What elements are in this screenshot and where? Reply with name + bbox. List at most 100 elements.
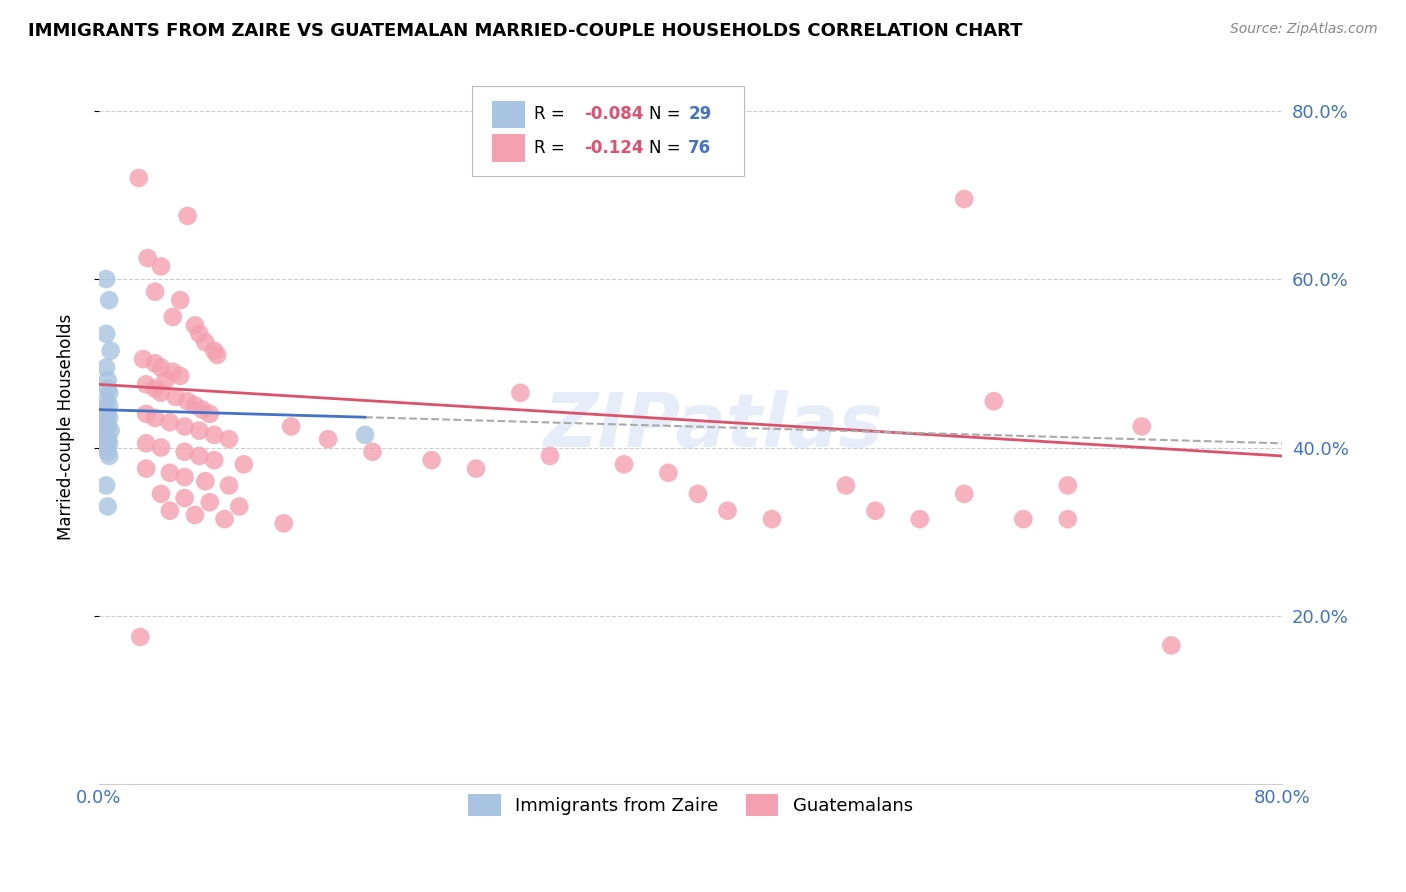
Point — [184, 399, 207, 413]
Point — [953, 192, 976, 206]
Point — [96, 394, 118, 409]
Point — [205, 348, 228, 362]
Point — [135, 461, 157, 475]
Point — [361, 444, 384, 458]
Point — [194, 474, 217, 488]
Point — [136, 251, 159, 265]
Point — [165, 390, 187, 404]
Point — [97, 444, 120, 458]
Bar — [492, 101, 524, 128]
Point — [97, 373, 120, 387]
Point — [149, 260, 172, 274]
Point — [173, 444, 195, 458]
Point — [228, 500, 250, 514]
Point — [908, 512, 931, 526]
Point — [173, 470, 195, 484]
Point — [135, 436, 157, 450]
Point — [194, 335, 217, 350]
Point — [214, 512, 236, 526]
Point — [176, 394, 198, 409]
Point — [100, 424, 122, 438]
Point — [98, 449, 121, 463]
Point — [96, 360, 118, 375]
Point — [173, 491, 195, 505]
Point — [149, 441, 172, 455]
Point — [176, 209, 198, 223]
Point — [96, 478, 118, 492]
Point — [983, 394, 1005, 409]
Point — [98, 436, 121, 450]
Point — [96, 415, 118, 429]
Point — [613, 458, 636, 472]
Text: 29: 29 — [688, 105, 711, 123]
Point — [953, 487, 976, 501]
Point — [98, 399, 121, 413]
Point — [98, 411, 121, 425]
Point — [188, 449, 211, 463]
Text: -0.124: -0.124 — [583, 139, 644, 157]
Point — [93, 441, 115, 455]
Point — [96, 407, 118, 421]
Point — [129, 630, 152, 644]
Point — [218, 432, 240, 446]
Point — [1056, 478, 1078, 492]
Point — [143, 285, 166, 299]
Point — [865, 504, 887, 518]
Point — [686, 487, 709, 501]
Point — [97, 407, 120, 421]
Point — [232, 458, 254, 472]
Point — [97, 419, 120, 434]
Point — [198, 495, 221, 509]
Point — [173, 419, 195, 434]
Point — [184, 318, 207, 333]
Point — [96, 432, 118, 446]
Bar — [492, 135, 524, 161]
Point — [420, 453, 443, 467]
Point — [97, 382, 120, 396]
Point — [162, 310, 184, 324]
Legend: Immigrants from Zaire, Guatemalans: Immigrants from Zaire, Guatemalans — [460, 786, 922, 825]
Text: R =: R = — [534, 139, 571, 157]
Point — [218, 478, 240, 492]
Point — [135, 377, 157, 392]
Point — [1160, 639, 1182, 653]
Point — [354, 428, 377, 442]
Point — [280, 419, 302, 434]
Point — [465, 461, 488, 475]
Point — [1056, 512, 1078, 526]
Point — [143, 382, 166, 396]
Text: N =: N = — [650, 139, 686, 157]
Point — [128, 171, 150, 186]
Point — [761, 512, 783, 526]
Point — [93, 402, 115, 417]
Point — [149, 385, 172, 400]
Point — [191, 402, 214, 417]
Text: 76: 76 — [688, 139, 711, 157]
Point — [273, 516, 295, 531]
Point — [202, 343, 225, 358]
Point — [202, 453, 225, 467]
Point — [135, 407, 157, 421]
Point — [143, 356, 166, 370]
Point — [188, 424, 211, 438]
Point — [198, 407, 221, 421]
Point — [538, 449, 561, 463]
Point — [98, 293, 121, 307]
Point — [155, 373, 177, 387]
Point — [97, 500, 120, 514]
Y-axis label: Married-couple Households: Married-couple Households — [58, 313, 75, 540]
Point — [835, 478, 858, 492]
Point — [96, 272, 118, 286]
Point — [143, 411, 166, 425]
Point — [657, 466, 679, 480]
Point — [96, 326, 118, 341]
Text: IMMIGRANTS FROM ZAIRE VS GUATEMALAN MARRIED-COUPLE HOUSEHOLDS CORRELATION CHART: IMMIGRANTS FROM ZAIRE VS GUATEMALAN MARR… — [28, 22, 1022, 40]
Point — [316, 432, 339, 446]
Point — [169, 368, 191, 383]
Text: R =: R = — [534, 105, 571, 123]
Point — [98, 385, 121, 400]
Point — [188, 326, 211, 341]
Point — [100, 343, 122, 358]
Text: ZIPatlas: ZIPatlas — [544, 390, 884, 463]
FancyBboxPatch shape — [471, 87, 744, 176]
